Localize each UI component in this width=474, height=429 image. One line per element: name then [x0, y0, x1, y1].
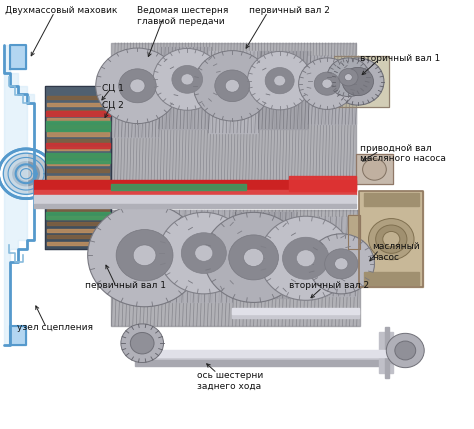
Polygon shape: [45, 199, 111, 249]
Circle shape: [133, 245, 156, 266]
Circle shape: [121, 324, 164, 363]
Polygon shape: [111, 184, 246, 190]
Polygon shape: [47, 139, 109, 143]
Circle shape: [96, 48, 179, 124]
Circle shape: [363, 159, 386, 180]
Circle shape: [308, 234, 374, 294]
Circle shape: [335, 258, 348, 270]
Polygon shape: [111, 43, 356, 184]
Polygon shape: [46, 121, 110, 131]
Polygon shape: [232, 308, 359, 314]
Circle shape: [332, 58, 384, 105]
Circle shape: [375, 225, 407, 253]
Polygon shape: [34, 195, 356, 204]
Circle shape: [345, 74, 352, 81]
Polygon shape: [34, 180, 356, 190]
Circle shape: [386, 333, 424, 368]
Polygon shape: [10, 45, 26, 69]
Polygon shape: [135, 351, 389, 361]
Polygon shape: [47, 132, 109, 136]
Polygon shape: [209, 51, 258, 133]
Polygon shape: [47, 96, 109, 99]
Polygon shape: [385, 327, 389, 378]
Polygon shape: [135, 360, 389, 366]
Polygon shape: [135, 350, 389, 357]
Circle shape: [339, 69, 358, 86]
Polygon shape: [111, 56, 159, 137]
Circle shape: [19, 167, 33, 180]
Polygon shape: [308, 56, 356, 124]
Circle shape: [395, 341, 416, 360]
Circle shape: [181, 74, 193, 85]
Circle shape: [265, 67, 294, 94]
Circle shape: [368, 218, 414, 260]
Polygon shape: [47, 110, 109, 114]
Circle shape: [153, 48, 221, 110]
Polygon shape: [10, 326, 26, 345]
Polygon shape: [359, 191, 423, 287]
Polygon shape: [47, 235, 109, 238]
Polygon shape: [45, 86, 111, 197]
Circle shape: [159, 212, 249, 294]
Circle shape: [299, 58, 356, 109]
Text: Ведомая шестерня
главной передачи: Ведомая шестерня главной передачи: [137, 6, 229, 26]
Circle shape: [342, 67, 374, 96]
Circle shape: [5, 154, 47, 193]
Circle shape: [172, 66, 202, 93]
Polygon shape: [47, 176, 109, 179]
Polygon shape: [159, 47, 209, 129]
Circle shape: [181, 233, 226, 274]
Polygon shape: [46, 111, 110, 116]
Circle shape: [193, 51, 271, 121]
Circle shape: [195, 245, 213, 261]
Polygon shape: [47, 229, 109, 232]
Text: Двухмассовый маховик: Двухмассовый маховик: [5, 6, 117, 15]
Circle shape: [327, 58, 370, 97]
Text: первичный вал 2: первичный вал 2: [249, 6, 330, 15]
Polygon shape: [47, 190, 109, 194]
Circle shape: [259, 216, 352, 300]
Polygon shape: [46, 143, 110, 148]
Polygon shape: [171, 210, 232, 302]
Polygon shape: [111, 210, 360, 326]
Polygon shape: [47, 216, 109, 219]
Polygon shape: [390, 354, 412, 363]
Text: ось шестерни
заднего хода: ось шестерни заднего хода: [197, 371, 263, 390]
Text: вторичный вал 2: вторичный вал 2: [289, 281, 369, 290]
Circle shape: [322, 79, 332, 88]
Polygon shape: [47, 125, 109, 128]
Polygon shape: [47, 161, 109, 165]
Polygon shape: [47, 222, 109, 225]
Circle shape: [88, 204, 201, 307]
Circle shape: [314, 72, 340, 95]
Polygon shape: [334, 56, 389, 107]
Polygon shape: [47, 147, 109, 150]
Circle shape: [118, 69, 156, 103]
Text: вторичный вал 1: вторичный вал 1: [360, 54, 440, 63]
Circle shape: [325, 249, 358, 279]
Polygon shape: [47, 103, 109, 106]
Circle shape: [204, 212, 303, 302]
Circle shape: [244, 248, 264, 266]
Polygon shape: [364, 193, 419, 206]
Circle shape: [225, 79, 239, 92]
Polygon shape: [47, 169, 109, 172]
Circle shape: [13, 162, 39, 186]
Polygon shape: [47, 183, 109, 187]
Polygon shape: [258, 51, 308, 129]
Polygon shape: [46, 153, 110, 163]
Polygon shape: [34, 204, 356, 208]
Circle shape: [383, 232, 400, 247]
Circle shape: [283, 237, 329, 279]
Text: СЦ 1: СЦ 1: [102, 84, 124, 93]
Circle shape: [130, 332, 154, 354]
Polygon shape: [294, 217, 356, 296]
Circle shape: [296, 250, 315, 267]
Polygon shape: [47, 154, 109, 157]
Polygon shape: [232, 212, 294, 298]
Text: узел сцепления: узел сцепления: [17, 323, 92, 332]
Text: масляный
насос: масляный насос: [372, 242, 419, 262]
Polygon shape: [232, 310, 359, 318]
Polygon shape: [114, 214, 171, 296]
